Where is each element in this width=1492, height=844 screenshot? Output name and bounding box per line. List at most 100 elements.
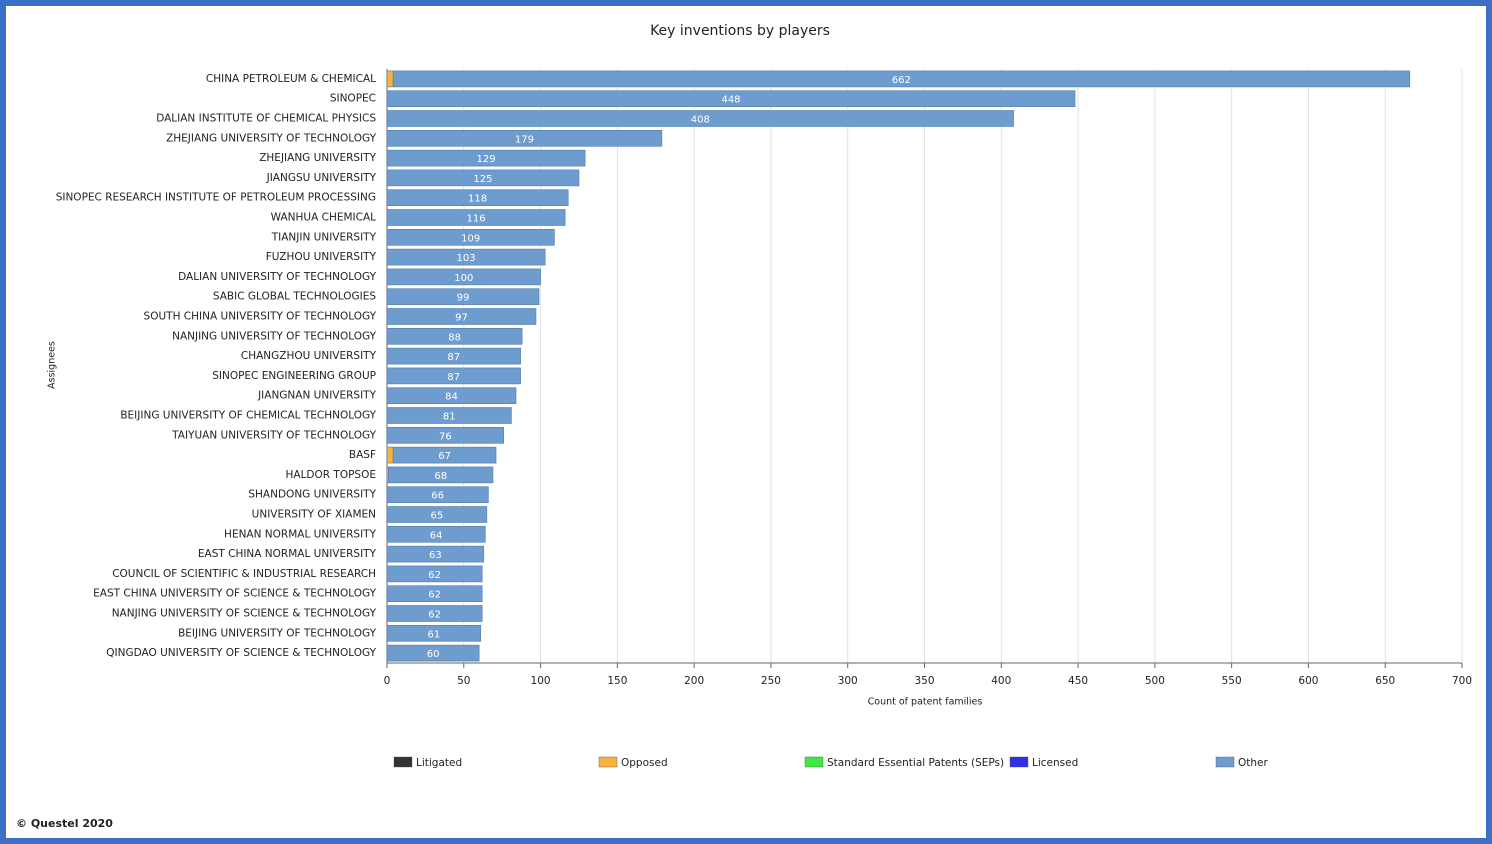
legend-label: Litigated [416, 757, 462, 769]
bar-segment [386, 387, 517, 405]
bar-segment [386, 525, 486, 543]
value-label: 118 [468, 194, 487, 205]
value-label: 62 [428, 590, 441, 601]
x-tick-label: 500 [1145, 675, 1165, 687]
x-tick-label: 700 [1452, 675, 1472, 687]
y-tick-label: SINOPEC [330, 93, 376, 105]
value-label: 179 [515, 134, 534, 145]
bar-segment [386, 209, 566, 226]
y-tick-label: SHANDONG UNIVERSITY [248, 489, 376, 501]
x-tick-label: 0 [384, 675, 391, 687]
bar-segment [386, 90, 1076, 107]
y-tick-label: ZHEJIANG UNIVERSITY OF TECHNOLOGY [166, 132, 376, 144]
y-tick-label: NANJING UNIVERSITY OF SCIENCE & TECHNOLO… [112, 608, 377, 620]
y-tick-label: HENAN NORMAL UNIVERSITY [224, 528, 377, 540]
bar-segment [386, 644, 480, 662]
x-tick-label: 150 [607, 675, 627, 687]
x-tick-label: 300 [838, 675, 858, 687]
value-label: 65 [431, 511, 444, 522]
x-tick-label: 250 [761, 675, 781, 687]
y-tick-label: ZHEJIANG UNIVERSITY [259, 152, 376, 164]
value-label: 84 [445, 392, 458, 403]
x-tick-label: 550 [1222, 675, 1242, 687]
bar-segment [386, 327, 523, 345]
y-tick-label: UNIVERSITY OF XIAMEN [252, 509, 376, 521]
footer: © Questel 2020 [16, 817, 113, 830]
value-label: 408 [691, 115, 710, 126]
bar-segment [386, 605, 483, 622]
bar-segment [386, 367, 521, 385]
y-tick-label: BASF [349, 449, 376, 461]
x-tick-label: 350 [914, 675, 934, 687]
bar-segment [386, 486, 489, 504]
y-tick-label: EAST CHINA UNIVERSITY OF SCIENCE & TECHN… [93, 588, 376, 600]
value-label: 67 [438, 451, 451, 462]
y-tick-label: SINOPEC RESEARCH INSTITUTE OF PETROLEUM … [56, 192, 376, 204]
value-label: 81 [443, 412, 456, 423]
x-tick-label: 100 [531, 675, 551, 687]
value-label: 103 [457, 253, 476, 264]
bar-segment [392, 70, 1411, 88]
value-label: 60 [427, 649, 440, 660]
y-tick-label: DALIAN INSTITUTE OF CHEMICAL PHYSICS [156, 113, 376, 125]
legend-label: Standard Essential Patents (SEPs) [827, 757, 1004, 769]
y-tick-label: JIANGNAN UNIVERSITY [257, 390, 377, 402]
y-tick-label: EAST CHINA NORMAL UNIVERSITY [198, 548, 377, 560]
y-tick-label: SOUTH CHINA UNIVERSITY OF TECHNOLOGY [144, 311, 377, 323]
value-label: 88 [448, 332, 461, 343]
bar-segment [386, 229, 555, 246]
bar-segment [386, 149, 586, 167]
value-label: 97 [455, 313, 468, 324]
y-tick-label: QINGDAO UNIVERSITY OF SCIENCE & TECHNOLO… [106, 647, 376, 659]
y-tick-label: BEIJING UNIVERSITY OF CHEMICAL TECHNOLOG… [120, 410, 376, 422]
y-tick-label: SABIC GLOBAL TECHNOLOGIES [213, 291, 376, 303]
bar-segment [386, 426, 505, 444]
y-tick-label: TIANJIN UNIVERSITY [271, 231, 377, 243]
x-axis-label: Count of patent families [868, 697, 983, 708]
bar-segment [386, 189, 569, 206]
y-tick-label: CHANGZHOU UNIVERSITY [241, 350, 377, 362]
bar-segment [386, 565, 483, 583]
legend-swatch [393, 756, 413, 768]
value-label: 129 [477, 154, 496, 165]
value-label: 109 [461, 233, 480, 244]
legend-swatch [804, 756, 824, 768]
y-tick-label: JIANGSU UNIVERSITY [266, 172, 377, 184]
x-tick-label: 50 [457, 675, 470, 687]
x-tick-label: 450 [1068, 675, 1088, 687]
y-tick-label: FUZHOU UNIVERSITY [266, 251, 377, 263]
value-label: 662 [892, 75, 911, 86]
value-label: 125 [473, 174, 492, 185]
bar-segment [386, 110, 1014, 127]
value-label: 100 [454, 273, 473, 284]
bar-segment [386, 169, 580, 187]
value-label: 99 [457, 293, 470, 304]
y-tick-label: BEIJING UNIVERSITY OF TECHNOLOGY [178, 627, 377, 639]
y-tick-label: HALDOR TOPSOE [286, 469, 377, 481]
value-label: 448 [721, 95, 740, 106]
bar-segment [386, 288, 540, 306]
value-label: 116 [467, 214, 486, 225]
y-tick-label: CHINA PETROLEUM & CHEMICAL [206, 73, 376, 85]
value-label: 87 [447, 352, 460, 363]
legend-swatch [598, 756, 618, 768]
x-tick-label: 650 [1375, 675, 1395, 687]
value-label: 64 [430, 530, 443, 541]
y-tick-label: TAIYUAN UNIVERSITY OF TECHNOLOGY [171, 429, 376, 441]
value-label: 76 [439, 431, 452, 442]
bar-segment [386, 624, 481, 642]
bar-segment [386, 130, 663, 147]
bar-segment [386, 446, 394, 464]
legend-swatch [1215, 756, 1235, 768]
x-tick-label: 600 [1298, 675, 1318, 687]
bar-segment [386, 585, 483, 603]
bar-segment [386, 407, 512, 424]
value-label: 62 [428, 610, 441, 621]
bar-segment [392, 446, 497, 464]
value-label: 61 [427, 629, 440, 640]
bar-segment [386, 248, 546, 266]
y-tick-label: NANJING UNIVERSITY OF TECHNOLOGY [172, 330, 376, 342]
legend-label: Other [1238, 757, 1268, 769]
